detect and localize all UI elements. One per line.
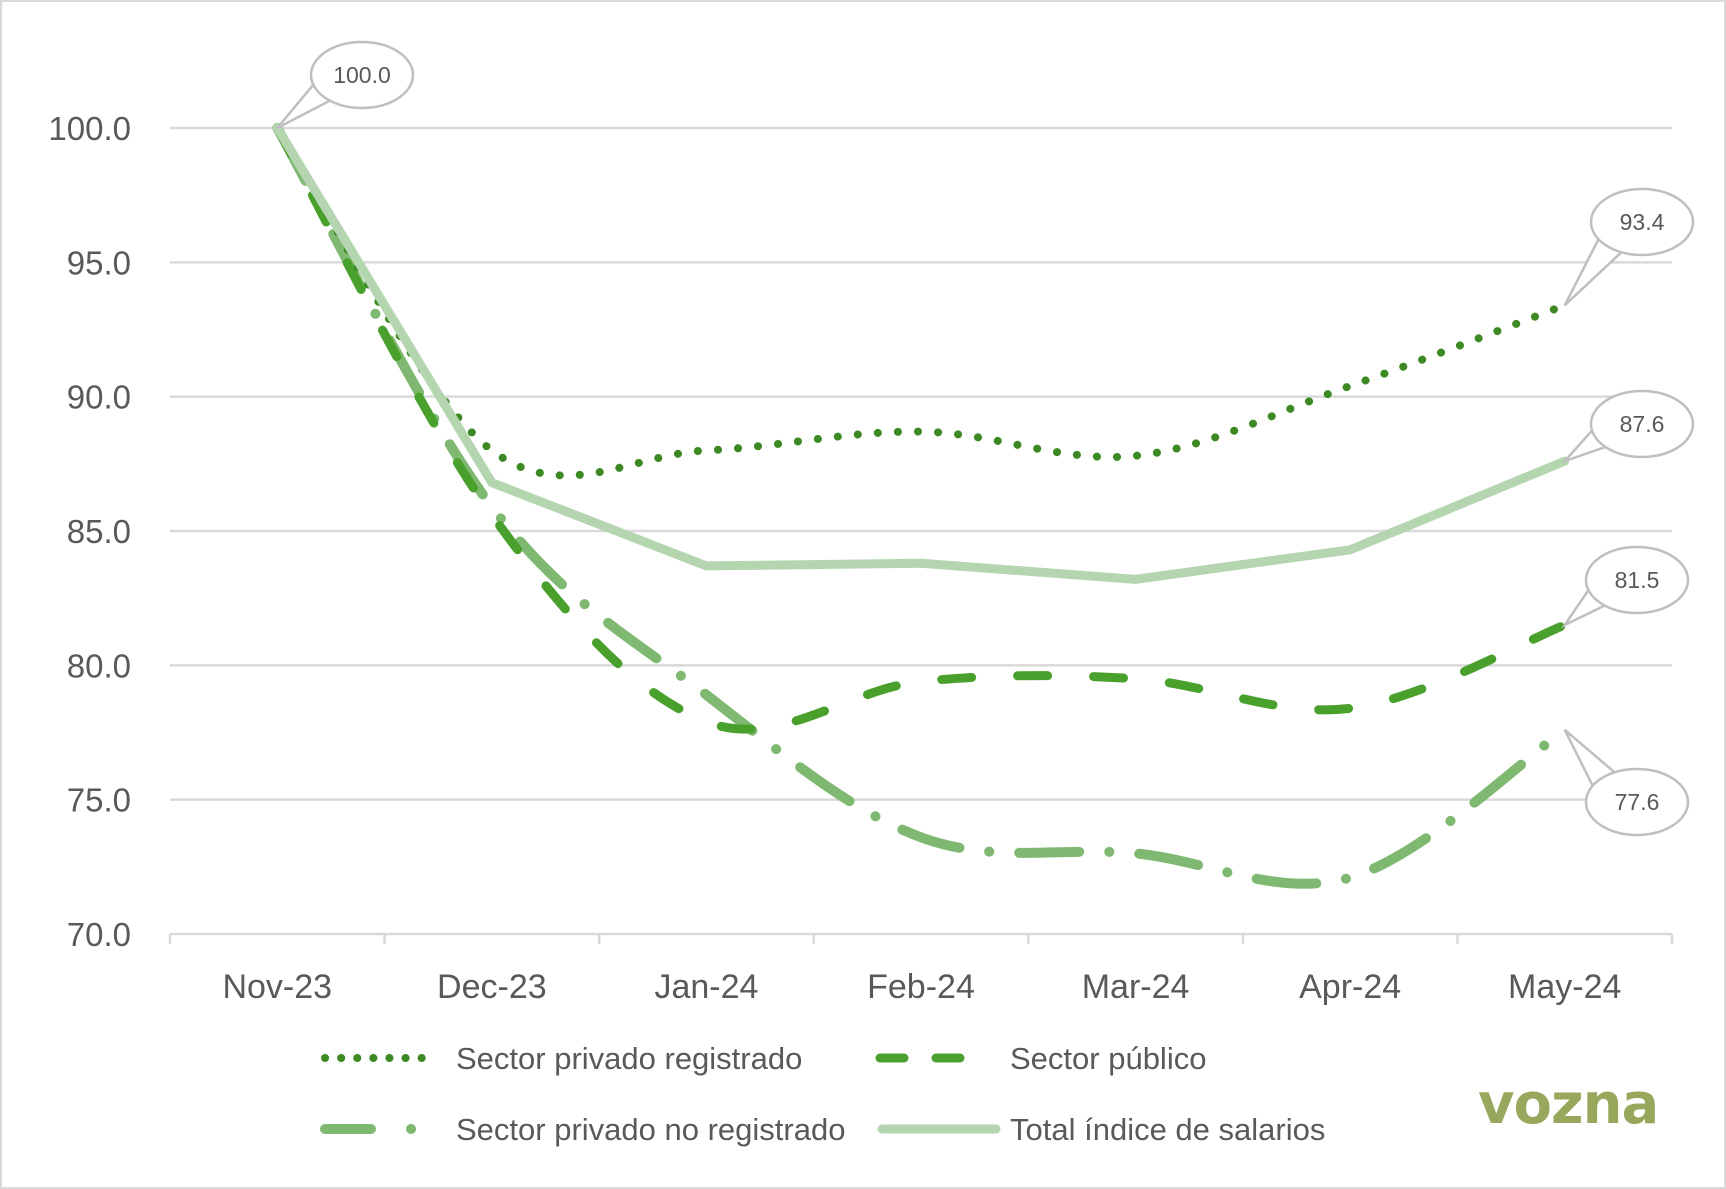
y-tick-label: 90.0 [67, 379, 131, 416]
y-tick-label: 70.0 [67, 916, 131, 953]
legend-label: Total índice de salarios [1010, 1112, 1325, 1147]
data-label-text: 77.6 [1615, 789, 1660, 815]
legend-label: Sector privado no registrado [456, 1112, 845, 1147]
data-label-callout: 81.5 [1561, 545, 1690, 629]
data-label-callout: 77.6 [1563, 728, 1690, 837]
legend-label: Sector público [1010, 1041, 1206, 1076]
data-label-callout: 93.4 [1563, 187, 1695, 307]
axes [168, 932, 1674, 944]
data-label-text: 100.0 [333, 62, 391, 88]
data-label-text: 87.6 [1620, 411, 1665, 437]
data-label-text: 81.5 [1615, 567, 1660, 593]
x-tick-label: Feb-24 [867, 968, 975, 1006]
vozna-logo: vozna [1478, 1072, 1659, 1137]
series-line-sector-privado-no-registrado [272, 123, 1570, 889]
data-label-callout: 100.0 [276, 40, 415, 130]
series-line-total-ndice-de-salarios [272, 123, 1570, 584]
gridlines [170, 126, 1672, 801]
x-tick-label: Jan-24 [654, 968, 758, 1006]
series-line-sector-p-blico [272, 123, 1570, 734]
series-line-sector-privado-registrado [273, 124, 1569, 480]
y-axis-ticks: 70.0 75.0 80.0 85.0 90.0 95.0 100.0 [48, 110, 131, 953]
legend-item: Sector privado registrado [321, 1041, 802, 1076]
y-tick-label: 75.0 [67, 782, 131, 819]
x-tick-label: Mar-24 [1082, 968, 1190, 1006]
x-tick-label: Apr-24 [1299, 968, 1401, 1006]
data-labels: 100.0 93.4 87.6 81.5 77.6 [276, 40, 1695, 837]
y-tick-label: 95.0 [67, 244, 131, 281]
x-tick-label: Dec-23 [437, 968, 547, 1006]
legend-item: Sector público [875, 1041, 1206, 1076]
y-tick-label: 85.0 [67, 513, 131, 550]
legend-item: Total índice de salarios [877, 1112, 1325, 1147]
x-tick-label: Nov-23 [222, 968, 332, 1006]
x-tick-label: May-24 [1508, 968, 1621, 1006]
series-lines [272, 123, 1570, 889]
x-axis-ticks: Nov-23 Dec-23 Jan-24 Feb-24 Mar-24 Apr-24 May-… [222, 968, 1621, 1006]
legend-item: Sector privado no registrado [320, 1112, 845, 1147]
data-label-callout: 87.6 [1560, 389, 1695, 464]
data-label-text: 93.4 [1620, 209, 1665, 235]
y-tick-label: 80.0 [67, 647, 131, 684]
legend-label: Sector privado registrado [456, 1041, 802, 1076]
legend: Sector privado registrado Sector público S… [320, 1041, 1325, 1147]
y-tick-label: 100.0 [48, 110, 131, 147]
